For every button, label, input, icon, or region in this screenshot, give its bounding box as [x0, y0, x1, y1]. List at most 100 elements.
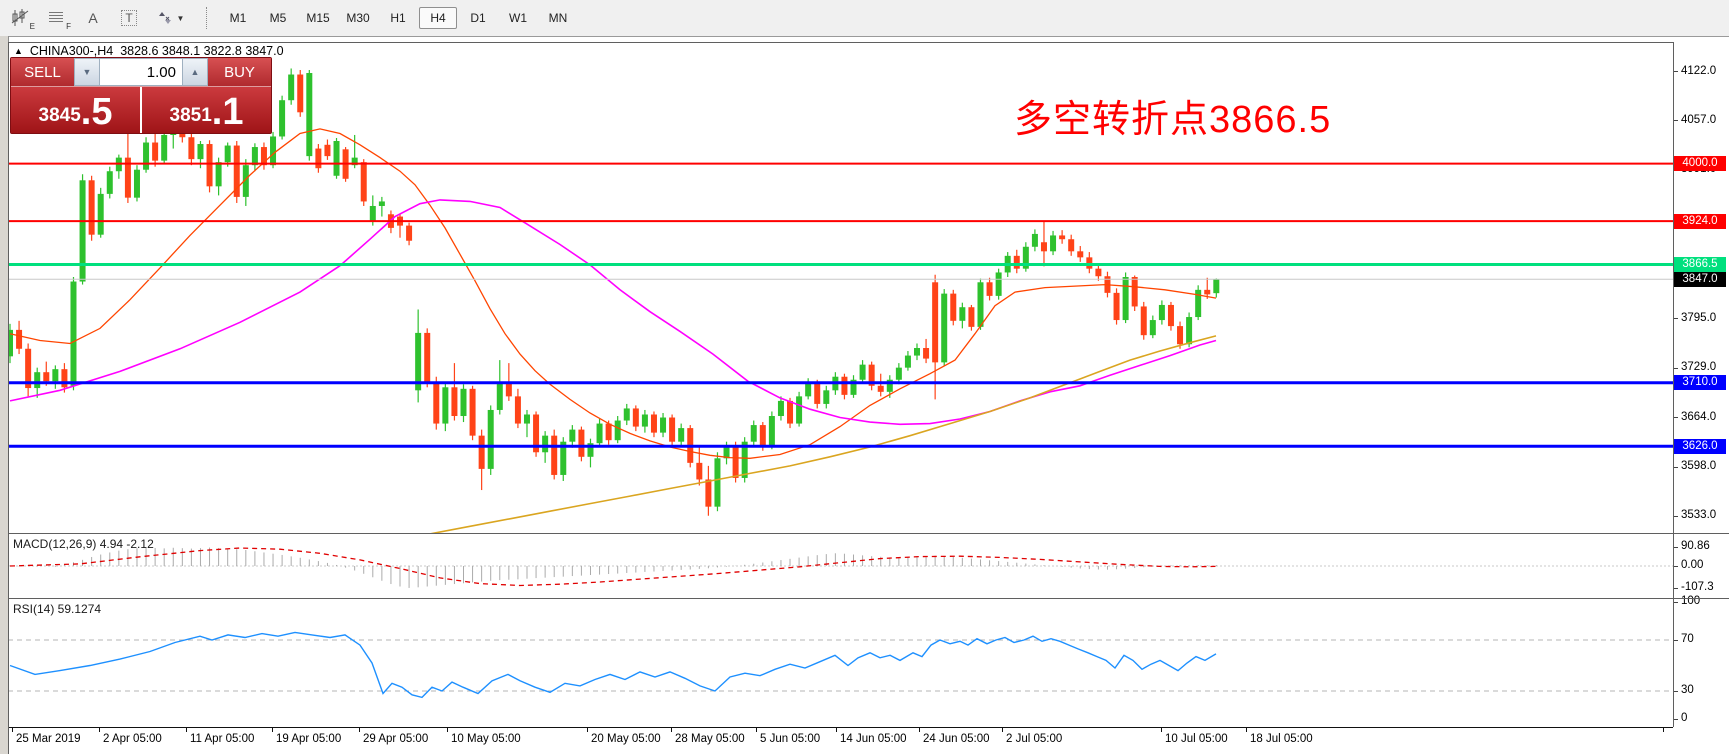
buy-button[interactable]: BUY	[208, 58, 271, 86]
icon-subscript: F	[66, 22, 71, 31]
indicator-tick	[1673, 719, 1678, 720]
buy-price-pips: .1	[211, 91, 244, 133]
date-label: 11 Apr 05:00	[190, 733, 255, 745]
rsi-separator[interactable]	[8, 598, 1729, 599]
price-tick-label: 3533.0	[1681, 509, 1717, 522]
indicator-tick-label: -107.3	[1681, 580, 1714, 593]
indicator-tick-label: 0.00	[1681, 559, 1704, 571]
indicator-tick	[1673, 691, 1678, 692]
date-tick	[836, 728, 837, 732]
sell-button[interactable]: SELL	[11, 58, 74, 86]
icon-subscript: E	[29, 22, 35, 31]
rsi-label: RSI(14) 59.1274	[13, 602, 102, 616]
rsi-indicator-panel[interactable]	[8, 599, 1673, 726]
date-tick	[186, 728, 187, 732]
date-label: 28 May 05:00	[675, 733, 745, 745]
date-tick	[587, 728, 588, 732]
symbol-label: CHINA300-,H4	[29, 44, 114, 58]
price-tick-label: 4122.0	[1681, 64, 1717, 77]
ohlc-values: 3828.6 3848.1 3822.8 3847.0	[120, 44, 284, 58]
sell-price-pips: .5	[80, 91, 113, 133]
toolbar-separator	[206, 7, 208, 29]
chart-top-border	[8, 42, 1673, 43]
timeframe-button-m5[interactable]: M5	[269, 11, 287, 25]
grid-icon[interactable]: F	[42, 5, 72, 31]
letter-t-glyph: T	[121, 10, 137, 26]
chart-annotation-text: 多空转折点3866.5	[1014, 99, 1332, 141]
indicator-tick-label: 70	[1681, 633, 1694, 645]
date-tick	[12, 728, 13, 732]
date-tick	[756, 728, 757, 732]
chevron-down-icon: ▼	[176, 13, 185, 23]
buy-price-tile[interactable]: 3851.1	[142, 87, 271, 133]
ma-fast-orangered	[9, 128, 1217, 459]
letter-a-glyph: A	[88, 10, 98, 26]
price-tick	[1673, 71, 1678, 72]
date-label: 25 Mar 2019	[16, 733, 81, 745]
date-tick	[1246, 728, 1247, 732]
axis-border	[1673, 42, 1674, 727]
indicator-tick	[1673, 566, 1678, 567]
date-tick	[1002, 728, 1003, 732]
date-tick	[1663, 728, 1664, 732]
sell-price-tile[interactable]: 3845.5	[11, 87, 142, 133]
volume-decrement-button[interactable]: ▼	[74, 58, 100, 86]
price-line-badge-3626.0: 3626.0	[1674, 438, 1726, 454]
macd-indicator-panel[interactable]	[8, 535, 1673, 598]
date-tick	[272, 728, 273, 732]
date-label: 29 Apr 05:00	[363, 733, 429, 745]
timeframe-button-d1[interactable]: D1	[470, 11, 486, 25]
price-tick-label: 3598.0	[1681, 460, 1717, 473]
candlestick-pattern-icon[interactable]: E	[6, 5, 36, 31]
date-label: 5 Jun 05:00	[760, 733, 821, 745]
indicator-tick-label: 0	[1681, 712, 1688, 724]
text-box-icon[interactable]: T	[114, 5, 144, 31]
main-price-chart[interactable]	[8, 42, 1673, 533]
timeframe-button-h1[interactable]: H1	[390, 11, 406, 25]
indicator-tick-label: 30	[1681, 684, 1694, 696]
timeframe-button-m1[interactable]: M1	[229, 11, 247, 25]
ma-long-goldenrod	[430, 335, 1217, 533]
date-label: 2 Apr 05:00	[103, 733, 162, 745]
price-tick-label: 3664.0	[1681, 410, 1717, 423]
macd-separator[interactable]	[8, 533, 1729, 534]
text-annotation-icon[interactable]: A	[78, 5, 108, 31]
price-axis: 4122.04057.03991.03795.03729.03664.03598…	[1673, 42, 1729, 727]
date-label: 2 Jul 05:00	[1006, 733, 1063, 745]
timeframe-button-w1[interactable]: W1	[509, 11, 527, 25]
volume-input[interactable]: 1.00	[100, 58, 182, 86]
price-tick	[1673, 515, 1678, 517]
arrange-order-icon[interactable]: ▼	[150, 5, 192, 31]
timeframe-button-m15[interactable]: M15	[306, 11, 330, 25]
date-label: 18 Jul 05:00	[1250, 733, 1313, 745]
price-line-badge-3866.5: 3866.5	[1674, 257, 1726, 273]
indicator-tick-label: 90.86	[1681, 540, 1710, 553]
price-tick	[1673, 318, 1678, 320]
date-tick	[1161, 728, 1162, 732]
price-tick	[1673, 367, 1678, 369]
date-tick	[671, 728, 672, 732]
date-label: 10 Jul 05:00	[1165, 733, 1228, 745]
timeframe-group: M1 M5 M15 M30 H1 H4 D1 W1 MN	[218, 7, 578, 29]
volume-increment-button[interactable]: ▲	[182, 58, 208, 86]
rsi-line	[9, 631, 1217, 699]
timeframe-button-m30[interactable]: M30	[346, 11, 370, 25]
indicator-tick	[1673, 640, 1678, 641]
timeframe-button-mn[interactable]: MN	[548, 11, 568, 25]
collapse-triangle-icon[interactable]: ▲	[14, 46, 23, 56]
indicator-tick-label: 100	[1681, 594, 1701, 607]
price-tick	[1673, 120, 1678, 122]
price-line-badge-3710.0: 3710.0	[1674, 375, 1726, 391]
one-click-trade-panel: SELL ▼ 1.00 ▲ BUY 3845.5 3851.1	[10, 57, 272, 134]
timeframe-button-h4[interactable]: H4	[419, 7, 457, 29]
price-tick	[1673, 417, 1678, 419]
date-label: 10 May 05:00	[451, 733, 521, 745]
macd-label: MACD(12,26,9) 4.94 -2.12	[13, 537, 154, 551]
sell-price-main: 3845	[38, 105, 81, 126]
buy-price-main: 3851	[169, 105, 212, 126]
date-axis: 25 Mar 2019 2 Apr 05:00 11 Apr 05:00 19 Apr…	[8, 727, 1673, 754]
indicator-tick	[1673, 547, 1678, 549]
date-label: 20 May 05:00	[591, 733, 661, 745]
date-tick	[447, 728, 448, 732]
